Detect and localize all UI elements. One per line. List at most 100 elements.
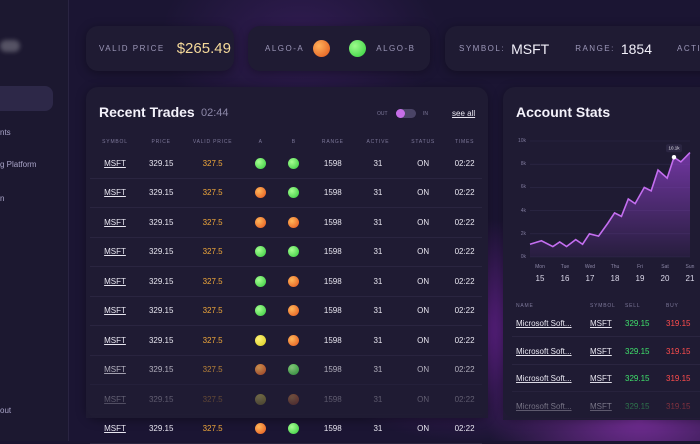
account-stats-panel xyxy=(503,87,700,418)
algo-a-cell xyxy=(242,384,279,415)
symbol-link[interactable]: MSFT xyxy=(90,384,140,415)
algo-b-cell xyxy=(278,178,309,208)
algo-a-cell xyxy=(242,296,279,326)
valid-price-cell: 327.5 xyxy=(182,355,243,385)
symbol-link[interactable]: MSFT xyxy=(90,178,140,208)
see-all-link[interactable]: see all xyxy=(452,109,476,118)
table-row[interactable]: MSFT 329.15 327.5 1598 31 ON 02:22 xyxy=(90,207,482,238)
time-cell: 02:22 xyxy=(447,355,482,385)
table-row[interactable]: MSFT 329.15 327.5 1598 31 ON 02:22 xyxy=(90,237,482,267)
algo-a-indicator-icon[interactable] xyxy=(313,40,331,57)
table-row[interactable]: MSFT 329.15 327.5 1598 31 ON 02:22 xyxy=(90,384,482,415)
time-cell: 02:22 xyxy=(447,296,482,326)
table-row[interactable]: MSFT 329.15 327.5 1598 31 ON 02:22 xyxy=(90,266,482,297)
valid-price-card: VALID PRICE $265.49 xyxy=(86,26,234,71)
y-tick-label: 10k xyxy=(517,138,526,144)
y-tick-label: 4k xyxy=(520,207,526,214)
time-cell: 02:22 xyxy=(447,207,482,238)
algo-a-cell xyxy=(242,355,279,385)
active-cell: 31 xyxy=(356,325,400,356)
status-dot-icon xyxy=(288,393,300,405)
sidebar-item-1[interactable]: nts xyxy=(0,128,11,137)
logo xyxy=(0,40,20,52)
recent-trades-title: Recent Trades xyxy=(99,104,195,120)
stock-symbol-link[interactable]: MSFT xyxy=(590,401,612,411)
status-dot-icon xyxy=(288,275,300,287)
active-cell: 31 xyxy=(356,384,400,415)
price-cell: 329.15 xyxy=(139,149,183,179)
price-cell: 329.15 xyxy=(139,355,183,385)
symbol-link[interactable]: MSFT xyxy=(90,207,140,238)
column-header: VALID PRICE xyxy=(192,139,233,145)
stock-name-link[interactable]: Microsoft Soft... xyxy=(516,401,572,411)
time-cell: 02:22 xyxy=(447,266,482,297)
symbol-link[interactable]: MSFT xyxy=(90,296,140,326)
column-header: SYMBOL xyxy=(102,139,128,145)
symbol-link[interactable]: MSFT xyxy=(90,149,140,179)
symbol-link[interactable]: MSFT xyxy=(90,355,140,385)
stats-column-header: SELL xyxy=(625,303,641,309)
stock-name-link[interactable]: Microsoft Soft... xyxy=(516,374,572,383)
x-tick-day: Sat xyxy=(661,264,669,270)
recent-trades-table: SYMBOL PRICE VALID PRICE A B RANGE ACTIVE STATU… xyxy=(90,135,482,444)
table-row[interactable]: MSFT 329.15 327.5 1598 31 ON 02:22 xyxy=(90,414,482,444)
status-dot-icon xyxy=(288,334,300,346)
toggle-on-label: IN xyxy=(423,111,428,117)
stock-name-link[interactable]: Microsoft Soft... xyxy=(516,346,572,356)
status-cell: ON xyxy=(399,325,448,356)
buy-value: 319.15 xyxy=(666,401,691,411)
symbol-label: SYMBOL: xyxy=(459,44,506,53)
status-dot-icon xyxy=(255,334,267,346)
symbol-link[interactable]: MSFT xyxy=(90,325,140,356)
stats-column-header: SYMBOL xyxy=(590,303,616,309)
sidebar-active-item[interactable] xyxy=(0,86,53,111)
range-cell: 1598 xyxy=(308,296,357,326)
algo-b-cell xyxy=(278,325,309,356)
y-tick-label: 2k xyxy=(520,230,526,237)
sell-value: 329.15 xyxy=(625,374,650,383)
stock-symbol-link[interactable]: MSFT xyxy=(590,346,612,356)
algo-b-cell xyxy=(278,355,309,385)
sell-value: 329.15 xyxy=(625,401,650,411)
stock-symbol-link[interactable]: MSFT xyxy=(590,374,612,383)
x-tick-date: 18 xyxy=(610,274,620,283)
table-row[interactable]: MSFT 329.15 327.5 1598 31 ON 02:22 xyxy=(90,355,482,385)
algo-b-indicator-icon[interactable] xyxy=(349,40,367,57)
row-divider xyxy=(512,336,700,337)
table-row[interactable]: MSFT 329.15 327.5 1598 31 ON 02:22 xyxy=(90,296,482,326)
sidebar-item-logout[interactable]: out xyxy=(0,406,12,415)
sidebar-item-2[interactable]: g Platform xyxy=(0,160,37,169)
sell-value: 329.15 xyxy=(625,346,650,356)
symbol-link[interactable]: MSFT xyxy=(90,414,140,444)
sidebar-item-3[interactable]: n xyxy=(0,194,5,203)
active-cell: 31 xyxy=(356,355,400,385)
table-row[interactable]: MSFT 329.15 327.5 1598 31 ON 02:22 xyxy=(90,325,482,356)
symbol-link[interactable]: MSFT xyxy=(90,266,140,297)
recent-trades-time: 02:44 xyxy=(201,107,229,119)
algo-card: ALGO-A ALGO-B xyxy=(248,26,430,71)
stats-column-header: NAME xyxy=(516,303,534,309)
table-row[interactable]: MSFT 329.15 327.5 1598 31 ON 02:22 xyxy=(90,178,482,208)
status-dot-icon xyxy=(255,187,267,199)
active-cell: 31 xyxy=(356,414,400,444)
buy-value: 319.15 xyxy=(666,319,691,328)
price-cell: 329.15 xyxy=(139,178,183,208)
status-dot-icon xyxy=(288,187,300,199)
range-cell: 1598 xyxy=(308,414,357,444)
symbol-value: MSFT xyxy=(511,40,550,57)
status-dot-icon xyxy=(255,423,267,435)
column-header: B xyxy=(291,139,296,145)
table-row[interactable]: MSFT 329.15 327.5 1598 31 ON 02:22 xyxy=(90,149,482,179)
status-cell: ON xyxy=(399,414,448,444)
symbol-link[interactable]: MSFT xyxy=(90,237,140,267)
in-out-toggle[interactable] xyxy=(396,109,416,118)
stock-symbol-link[interactable]: MSFT xyxy=(590,319,612,328)
stock-name-link[interactable]: Microsoft Soft... xyxy=(516,319,572,328)
stats-column-header: BUY xyxy=(666,303,679,309)
buy-value: 319.15 xyxy=(666,346,691,356)
x-tick-day: Fri xyxy=(637,264,643,270)
range-label: RANGE: xyxy=(575,44,615,53)
column-header: PRICE xyxy=(151,139,171,145)
algo-a-cell xyxy=(242,266,279,297)
row-divider xyxy=(512,391,700,392)
